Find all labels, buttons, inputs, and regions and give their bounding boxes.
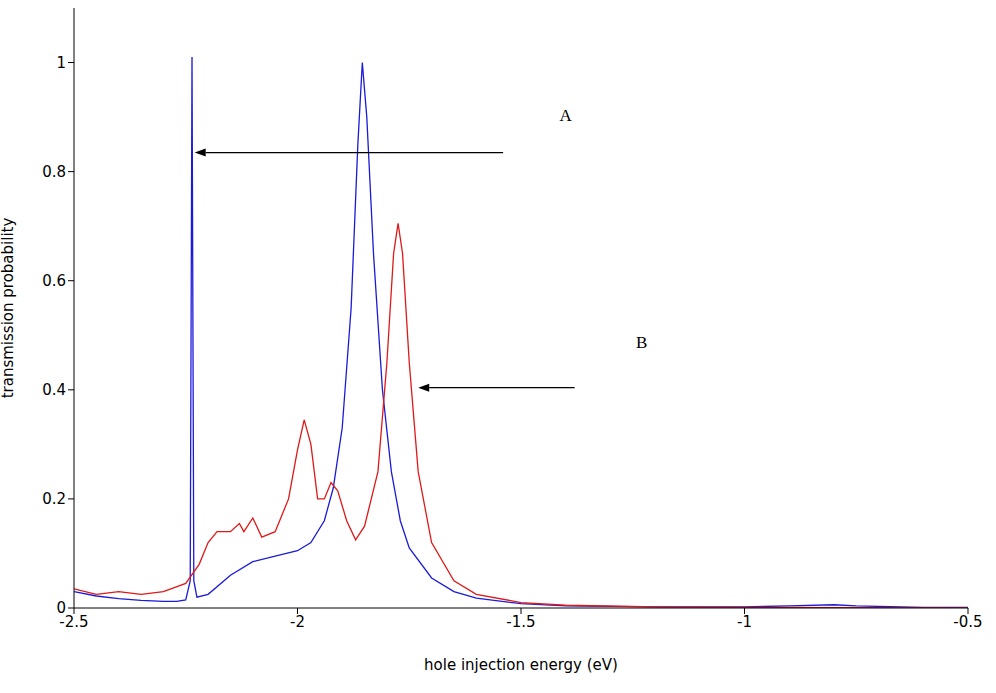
svg-text:-0.5: -0.5 xyxy=(953,613,982,631)
svg-text:0.8: 0.8 xyxy=(42,163,66,181)
svg-text:0.4: 0.4 xyxy=(42,381,66,399)
svg-text:-2: -2 xyxy=(290,613,305,631)
svg-text:0: 0 xyxy=(56,599,66,617)
svg-text:-1: -1 xyxy=(737,613,752,631)
svg-text:A: A xyxy=(560,106,573,125)
svg-text:-2.5: -2.5 xyxy=(59,612,89,631)
svg-text:0.6: 0.6 xyxy=(42,272,66,290)
svg-text:transmission probability: transmission probability xyxy=(0,218,17,399)
svg-text:-1.5: -1.5 xyxy=(506,613,535,631)
svg-text:hole injection energy (eV): hole injection energy (eV) xyxy=(424,656,618,674)
svg-text:0.2: 0.2 xyxy=(42,490,66,508)
svg-text:B: B xyxy=(636,333,647,352)
svg-text:1: 1 xyxy=(56,54,66,72)
